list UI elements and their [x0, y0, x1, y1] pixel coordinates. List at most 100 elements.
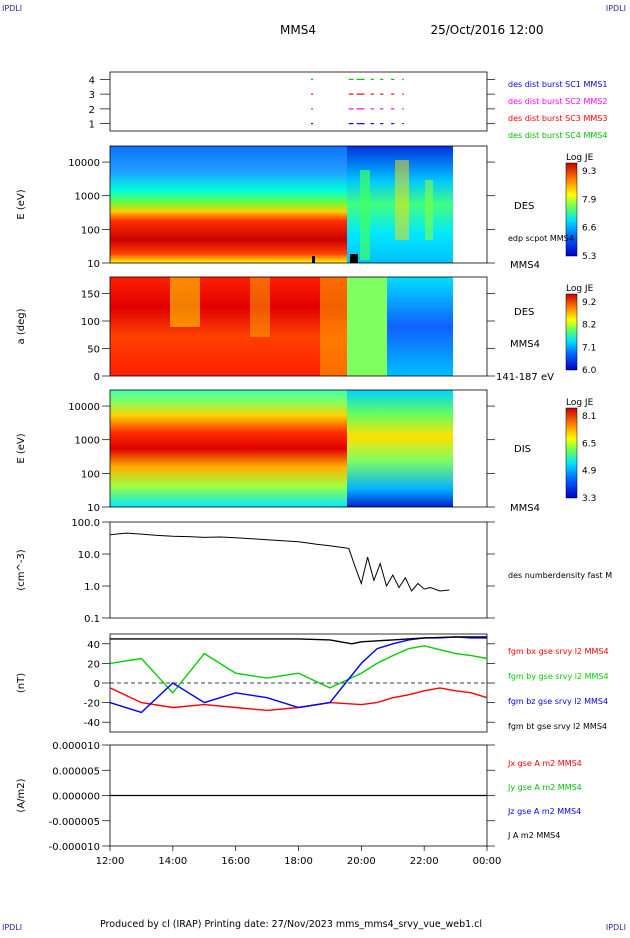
- ytick-label: 1000: [75, 192, 100, 203]
- field-series-line: [109, 645, 488, 694]
- ytick-label: 0.000010: [52, 741, 100, 752]
- corner-label-bottom-left: IPDLI: [2, 923, 23, 932]
- ytick-label: -40: [84, 718, 100, 729]
- axis-ylabel: E (eV): [16, 189, 27, 219]
- dis-energy-panel-frame: [109, 389, 488, 508]
- axis-ylabel: E (eV): [16, 433, 27, 463]
- xtick-label: 14:00: [158, 856, 187, 867]
- axis-ylabel: (cm^-3): [16, 549, 27, 590]
- colorbar-des-energy: [565, 162, 578, 257]
- xtick-label: 16:00: [221, 856, 250, 867]
- burst-legend-entry: des dist burst SC1 MMS1: [508, 80, 607, 89]
- colorbar-tick-label: 9.3: [582, 167, 596, 177]
- burst-ytick-label: 4: [89, 75, 95, 86]
- footer-text: Produced by cl (IRAP) Printing date: 27/…: [100, 919, 482, 930]
- ytick-label: -0.000010: [49, 842, 100, 853]
- axis-ylabel: (A/m2): [16, 778, 27, 812]
- colorbar-tick-label: 8.2: [582, 321, 596, 331]
- des-pitch-angle-image: [110, 277, 453, 376]
- xtick-label: 22:00: [410, 856, 439, 867]
- scpot-label: edp scpot MMS4: [508, 234, 574, 243]
- des-pitch-energy-range: 141-187 eV: [496, 372, 554, 383]
- burst-legend-entry: des dist burst SC2 MMS2: [508, 97, 607, 106]
- des-energy-spectrogram-image: [110, 146, 453, 263]
- colorbar-tick-label: 5.3: [582, 252, 596, 262]
- colorbar-des-pitch: [565, 293, 578, 371]
- ytick-label: 150: [81, 290, 100, 301]
- colorbar-tick-label: 8.1: [582, 412, 596, 422]
- ytick-label: 10.0: [78, 550, 100, 561]
- corner-label-bottom-right: IPDLI: [605, 923, 626, 932]
- des-energy-bottom-label: MMS4: [510, 260, 540, 271]
- ytick-label: 0.1: [84, 614, 100, 625]
- corner-label-top-right: IPDLI: [605, 4, 626, 13]
- colorbar-tick-label: 7.9: [582, 195, 597, 205]
- field-legend-entry: fgm by gse srvy l2 MMS4: [508, 672, 609, 681]
- field-legend-entry: fgm bx gse srvy l2 MMS4: [508, 647, 609, 656]
- des-pitch-panel-frame: [109, 276, 488, 377]
- colorbar-tick-label: 6.5: [582, 439, 596, 449]
- date-title: 25/Oct/2016 12:00: [430, 23, 543, 37]
- current-legend-entry: Jz gse A m2 MMS4: [507, 807, 581, 816]
- axis-ylabel: (nT): [16, 673, 27, 693]
- ytick-label: 0.000000: [52, 792, 100, 803]
- ytick-label: 40: [87, 640, 100, 651]
- field-series-line: [109, 636, 487, 714]
- density-panel-frame: [109, 521, 488, 619]
- xtick-label: 18:00: [284, 856, 313, 867]
- field-legend-entry: fgm bz gse srvy l2 MMS4: [508, 697, 608, 706]
- ytick-label: 10: [87, 259, 100, 270]
- ytick-label: 50: [87, 345, 100, 356]
- burst-ytick-label: 1: [89, 120, 95, 131]
- ytick-label: 100: [81, 317, 100, 328]
- colorbar-title: Log JE: [566, 398, 594, 408]
- des-pitch-label: DES: [514, 307, 534, 318]
- burst-panel-frame: [109, 71, 488, 132]
- ytick-label: 100.0: [71, 518, 100, 529]
- xtick-label: 20:00: [347, 856, 376, 867]
- colorbar-dis-energy: [565, 407, 578, 499]
- des-energy-panel-frame: [109, 145, 488, 264]
- ytick-label: 10: [87, 503, 100, 514]
- colorbar-tick-label: 7.1: [582, 343, 596, 353]
- axis-ylabel: a (deg): [16, 308, 27, 344]
- burst-ytick-label: 3: [89, 90, 95, 101]
- xtick-label: 12:00: [96, 856, 125, 867]
- ytick-label: 0: [94, 372, 100, 383]
- field-series-line: [110, 636, 487, 645]
- dis-energy-bottom-label: MMS4: [510, 503, 540, 514]
- current-legend-entry: Jy gse A m2 MMS4: [507, 783, 582, 792]
- density-legend-entry: des numberdensity fast M: [508, 571, 612, 580]
- current-legend-entry: J A m2 MMS4: [507, 831, 560, 840]
- current-legend-entry: Jx gse A m2 MMS4: [507, 759, 582, 768]
- ytick-label: 0.000005: [52, 766, 100, 777]
- colorbar-tick-label: 6.0: [582, 366, 597, 376]
- colorbar-tick-label: 4.9: [582, 467, 597, 477]
- burst-ytick-label: 2: [89, 105, 95, 116]
- des-energy-label: DES: [514, 201, 534, 212]
- dis-energy-spectrogram-image: [110, 390, 453, 507]
- field-legend-entry: fgm bt gse srvy l2 MMS4: [508, 722, 607, 731]
- burst-legend-entry: des dist burst SC4 MMS4: [508, 131, 607, 140]
- ytick-label: 10000: [68, 158, 100, 169]
- colorbar-tick-label: 6.6: [582, 224, 597, 234]
- des-pitch-sc-label: MMS4: [510, 339, 540, 350]
- colorbar-title: Log JE: [566, 284, 594, 294]
- burst-legend-entry: des dist burst SC3 MMS3: [508, 114, 607, 123]
- density-series-line: [109, 532, 450, 592]
- spacecraft-title: MMS4: [280, 23, 316, 37]
- colorbar-tick-label: 9.2: [582, 298, 596, 308]
- field-series-line: [109, 687, 488, 712]
- colorbar-tick-label: 3.3: [582, 494, 596, 504]
- ytick-label: -20: [84, 699, 100, 710]
- ytick-label: -0.000005: [49, 817, 100, 828]
- ytick-label: 10000: [68, 402, 100, 413]
- dis-energy-label: DIS: [514, 444, 531, 455]
- colorbar-title: Log JE: [566, 153, 594, 163]
- ytick-label: 100: [81, 225, 100, 236]
- ytick-label: 1.0: [84, 582, 100, 593]
- xtick-label: 00:00: [473, 856, 502, 867]
- ytick-label: 1000: [75, 436, 100, 447]
- ytick-label: 20: [87, 659, 100, 670]
